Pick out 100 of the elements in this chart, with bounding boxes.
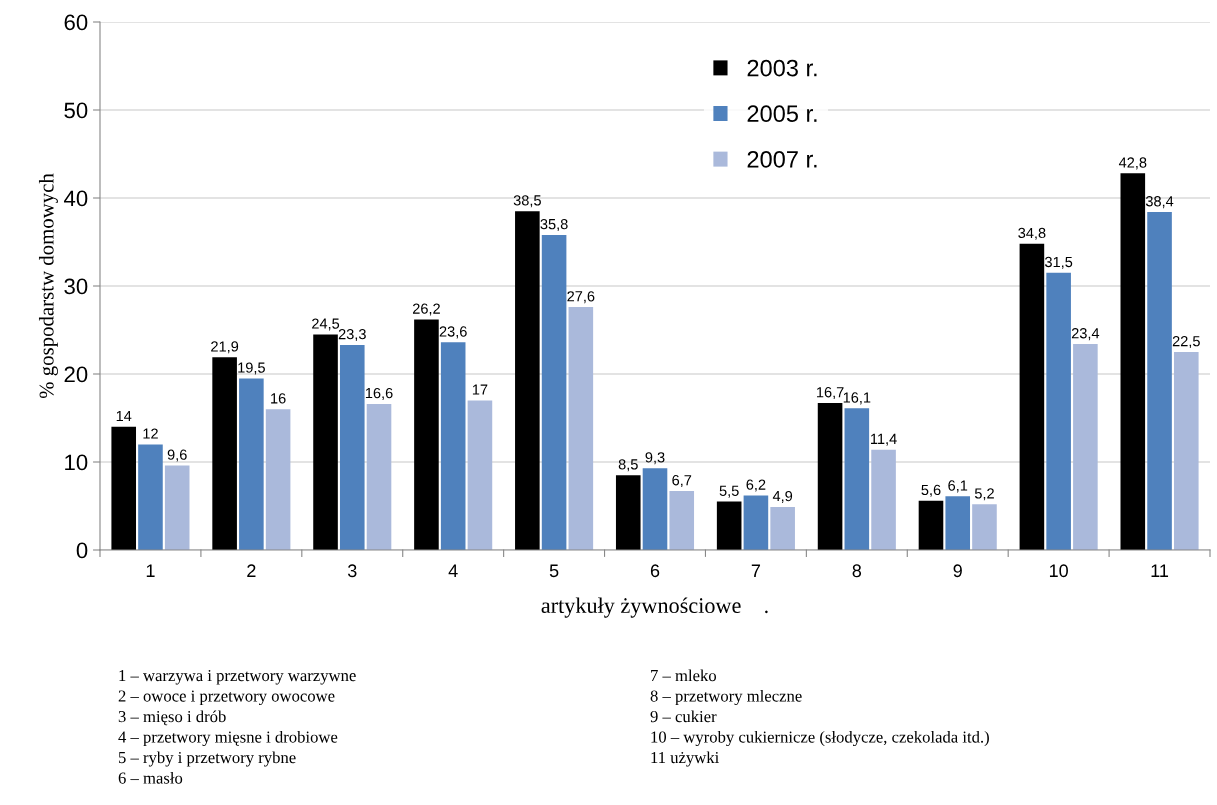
bar: [265, 409, 291, 550]
text: 27,6: [567, 291, 595, 304]
bar: [1147, 212, 1172, 550]
text: 23,4: [1071, 328, 1100, 341]
text: 23,3: [338, 328, 366, 342]
bar: [440, 342, 466, 550]
text: 16,6: [365, 387, 393, 400]
text: 9,6: [167, 449, 187, 462]
y-tick-label: 60: [64, 14, 88, 31]
x-tick-label: 4: [448, 564, 458, 577]
bar: [844, 408, 870, 550]
bar: [1019, 243, 1045, 550]
bar: [817, 403, 843, 550]
text: 26,2: [412, 303, 440, 316]
text: 9 – cukier: [650, 710, 717, 723]
text: 22,5: [1172, 336, 1200, 349]
y-tick-label: 30: [64, 278, 88, 295]
bar: [467, 400, 493, 550]
text: 2 – owoce i przetwory owocowe: [118, 690, 335, 706]
text: 31,5: [1045, 256, 1073, 269]
text: 38,4: [1145, 196, 1174, 209]
bar: [366, 403, 392, 550]
legend-label: 2003 r.: [747, 59, 817, 77]
text: 23,6: [439, 326, 467, 339]
text: 19,5: [238, 362, 265, 375]
y-tick-label: 50: [64, 102, 88, 119]
text: 16: [271, 393, 286, 404]
x-tick-label: 3: [347, 564, 357, 578]
bar: [239, 378, 264, 550]
bar: [871, 449, 896, 550]
bar: [414, 319, 439, 550]
text: 38,5: [513, 195, 541, 208]
text: 4,9: [772, 490, 793, 503]
bar: [212, 357, 237, 550]
bar: [1120, 173, 1146, 550]
y-tick-label: 20: [64, 366, 88, 383]
bar: [541, 234, 567, 550]
x-tick-label: 8: [852, 564, 862, 578]
bar: [770, 506, 795, 550]
text: 17: [472, 384, 488, 395]
text: 11,4: [871, 433, 897, 446]
bar: [164, 465, 190, 550]
text: 5,6: [921, 484, 941, 497]
bar: [1173, 352, 1199, 550]
text: 34,8: [1018, 227, 1046, 240]
x-tick-label: 7: [751, 564, 761, 577]
bar: [743, 495, 769, 550]
y-tick-label: 0: [76, 542, 88, 559]
bar: [515, 211, 540, 550]
text: 5,2: [974, 488, 994, 501]
text: 24,5: [312, 318, 340, 331]
text: 35,8: [540, 218, 568, 232]
text: 14: [116, 410, 132, 421]
text: 6,7: [672, 475, 692, 488]
x-axis-title: artykuły żywnościowe .: [541, 597, 768, 618]
bar: [1073, 344, 1098, 550]
y-tick-label: 10: [65, 454, 88, 471]
text: 1 – warzywa i przetwory warzywne: [119, 669, 356, 685]
bar: [642, 468, 668, 550]
bar: [716, 501, 742, 550]
legend-label: 2007 r.: [747, 150, 817, 168]
bar: [615, 475, 641, 550]
x-tick-label: 1: [146, 564, 155, 577]
text: 6 – masło: [118, 771, 183, 784]
text: 16,1: [843, 392, 871, 405]
bar: [945, 496, 971, 550]
text: 42,8: [1118, 157, 1147, 170]
x-tick-label: 9: [953, 564, 962, 578]
text: 4 – przetwory mięsne i drobiowe: [118, 730, 338, 747]
text: 8 – przetwory mleczne: [650, 689, 802, 706]
text: 9,3: [645, 452, 665, 465]
bar: [111, 426, 137, 550]
bar: [313, 334, 338, 550]
legend-label: 2005 r.: [747, 105, 817, 123]
text: 5,5: [719, 485, 739, 498]
y-tick-label: 40: [63, 190, 88, 207]
bar: [138, 444, 163, 550]
text: 21,9: [211, 341, 239, 354]
text: 5 – ryby i przetwory rybne: [118, 751, 296, 767]
x-tick-label: 2: [247, 564, 256, 577]
text: 12: [143, 428, 158, 439]
bar: [918, 500, 944, 550]
x-tick-label: 11: [1151, 564, 1169, 577]
text: 16,7: [817, 387, 844, 400]
text: 10 – wyroby cukiernicze (słodycze, czekolada itd.): [651, 730, 989, 747]
bar: [568, 307, 594, 550]
text: 11 używki: [651, 751, 719, 767]
x-tick-label: 10: [1049, 564, 1068, 578]
text: 6,2: [746, 479, 766, 492]
bar: [669, 491, 695, 550]
text: 7 – mleko: [651, 669, 717, 682]
bar: [1046, 272, 1071, 550]
x-tick-label: 5: [549, 564, 559, 578]
x-tick-label: 6: [650, 564, 660, 578]
text: 3 – mięso i drób: [118, 710, 226, 726]
bar: [972, 504, 997, 550]
bar: [339, 344, 365, 550]
text: 6,1: [948, 480, 968, 493]
y-axis-title: % gospodarstw domowych: [38, 173, 58, 399]
text: 8,5: [618, 459, 638, 472]
